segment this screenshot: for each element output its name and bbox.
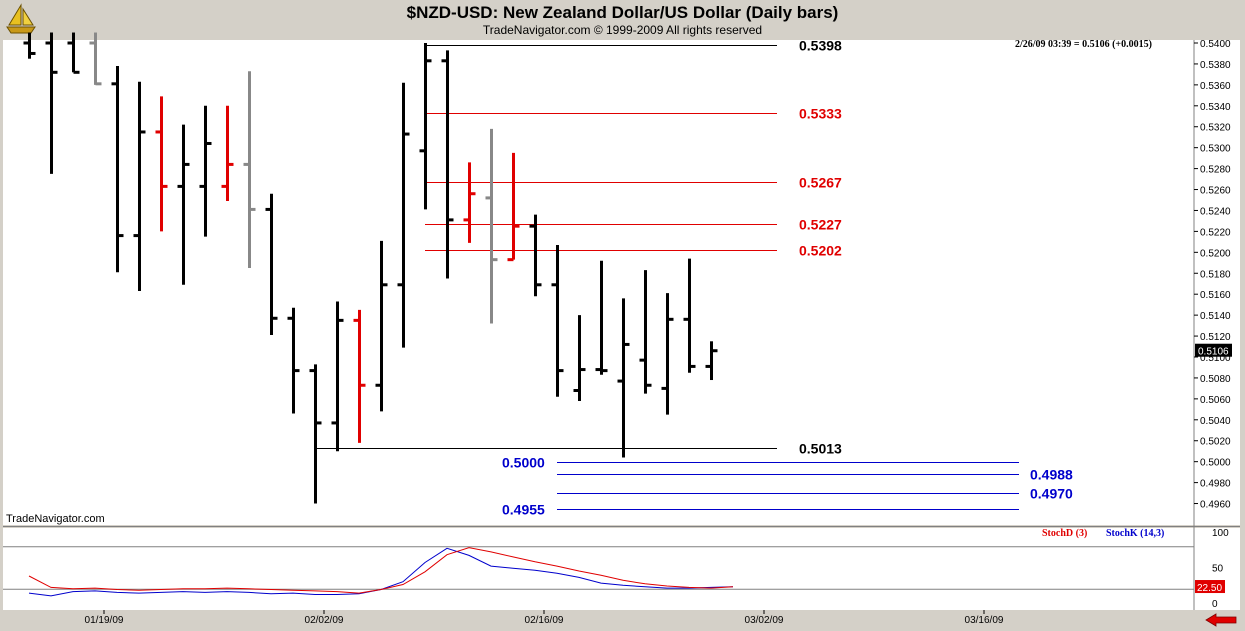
- stoch-last-label: 22.50: [1197, 583, 1222, 594]
- ohlc-bar[interactable]: [463, 162, 476, 243]
- x-tick-label: 02/02/09: [305, 615, 344, 626]
- y-tick-label: 0.5360: [1200, 81, 1231, 92]
- level-label: 0.4988: [1030, 467, 1073, 483]
- level-label: 0.5227: [799, 217, 842, 233]
- ohlc-bar[interactable]: [683, 258, 696, 373]
- ohlc-bar[interactable]: [67, 32, 80, 74]
- ohlc-bar[interactable]: [419, 43, 432, 210]
- x-tick-label: 02/16/09: [525, 615, 564, 626]
- y-tick-label: 0.5280: [1200, 165, 1231, 176]
- y-tick-label: 0.5240: [1200, 206, 1231, 217]
- ohlc-bar[interactable]: [309, 364, 322, 504]
- ohlc-bar[interactable]: [397, 82, 410, 348]
- x-tick-label: 03/16/09: [965, 615, 1004, 626]
- y-tick-label: 0.5220: [1200, 227, 1231, 238]
- y-tick-label: 0.5060: [1200, 395, 1231, 406]
- stoch-y-label: 100: [1212, 528, 1229, 539]
- stoch-d-legend: StochD (3): [1042, 528, 1088, 539]
- quote-readout: 2/26/09 03:39 = 0.5106 (+0.0015): [1015, 39, 1152, 50]
- y-tick-label: 0.5140: [1200, 311, 1231, 322]
- y-tick-label: 0.5080: [1200, 374, 1231, 385]
- y-tick-label: 0.4960: [1200, 500, 1231, 511]
- scroll-left-arrow-icon[interactable]: [1204, 613, 1238, 627]
- x-tick-label: 03/02/09: [745, 615, 784, 626]
- stoch-k-legend: StochK (14,3): [1106, 528, 1165, 539]
- y-tick-label: 0.5160: [1200, 290, 1231, 301]
- x-tick-label: 01/19/09: [85, 615, 124, 626]
- ohlc-bar[interactable]: [155, 96, 168, 232]
- ohlc-bar[interactable]: [529, 214, 542, 297]
- ohlc-bar[interactable]: [441, 50, 454, 279]
- ohlc-bar[interactable]: [617, 298, 630, 458]
- ohlc-bar[interactable]: [375, 240, 388, 412]
- y-tick-label: 0.5340: [1200, 102, 1231, 113]
- ohlc-bar[interactable]: [243, 71, 256, 269]
- level-label: 0.5202: [799, 243, 842, 259]
- y-tick-label: 0.5040: [1200, 416, 1231, 427]
- stoch-y-label: 0: [1212, 599, 1218, 610]
- sailboat-logo-icon[interactable]: [4, 3, 38, 35]
- brand-watermark: TradeNavigator.com: [6, 513, 105, 525]
- ohlc-bar[interactable]: [23, 32, 36, 59]
- y-tick-label: 0.5000: [1200, 458, 1231, 469]
- y-tick-label: 0.5260: [1200, 186, 1231, 197]
- y-tick-label: 0.5380: [1200, 60, 1231, 71]
- chart-title: $NZD-USD: New Zealand Dollar/US Dollar (…: [406, 3, 839, 22]
- ohlc-bar[interactable]: [265, 193, 278, 336]
- ohlc-bar[interactable]: [639, 270, 652, 394]
- level-label: 0.4970: [1030, 486, 1073, 502]
- ohlc-bar[interactable]: [353, 309, 366, 443]
- ohlc-bar[interactable]: [111, 66, 124, 273]
- ohlc-bar[interactable]: [177, 124, 190, 285]
- y-tick-label: 0.5020: [1200, 437, 1231, 448]
- ohlc-bar[interactable]: [89, 32, 102, 86]
- ohlc-bar[interactable]: [705, 341, 718, 381]
- stoch-y-label: 50: [1212, 564, 1224, 575]
- ohlc-bar[interactable]: [485, 128, 498, 324]
- level-label: 0.5333: [799, 106, 842, 122]
- y-tick-label: 0.5400: [1200, 39, 1231, 50]
- ohlc-bar[interactable]: [221, 105, 234, 202]
- y-tick-label: 0.4980: [1200, 479, 1231, 490]
- ohlc-bar[interactable]: [551, 245, 564, 397]
- y-tick-label: 0.5300: [1200, 144, 1231, 155]
- level-label: 0.5398: [799, 38, 842, 54]
- stoch-d-line: [28, 547, 734, 594]
- ohlc-bar[interactable]: [287, 307, 300, 414]
- ohlc-bar[interactable]: [573, 315, 586, 401]
- price-panel: [3, 40, 1194, 525]
- ohlc-bar[interactable]: [331, 301, 344, 452]
- ohlc-bar[interactable]: [507, 152, 520, 262]
- y-tick-label: 0.5120: [1200, 332, 1231, 343]
- copyright-notice: TradeNavigator.com © 1999-2009 All right…: [482, 23, 763, 37]
- ohlc-bar[interactable]: [133, 81, 146, 292]
- level-label: 0.5013: [799, 441, 842, 457]
- last-price-label: 0.5106: [1198, 347, 1229, 358]
- last-price-box: [1195, 343, 1232, 357]
- price-axis-panel: [1194, 40, 1240, 525]
- ohlc-bar[interactable]: [199, 105, 212, 237]
- stochastic-panel: [3, 528, 1194, 610]
- level-label: 0.5000: [502, 455, 545, 471]
- stoch-axis-panel: [1194, 528, 1240, 610]
- level-label: 0.5267: [799, 175, 842, 191]
- y-tick-label: 0.5100: [1200, 353, 1231, 364]
- ohlc-bar[interactable]: [661, 293, 674, 415]
- level-label: 0.4955: [502, 502, 545, 518]
- y-tick-label: 0.5180: [1200, 269, 1231, 280]
- ohlc-bar[interactable]: [595, 260, 608, 375]
- chart-header: $NZD-USD: New Zealand Dollar/US Dollar (…: [0, 0, 1245, 40]
- ohlc-bar[interactable]: [45, 32, 58, 174]
- stoch-last-box: [1195, 580, 1225, 594]
- y-tick-label: 0.5200: [1200, 248, 1231, 259]
- y-tick-label: 0.5320: [1200, 123, 1231, 134]
